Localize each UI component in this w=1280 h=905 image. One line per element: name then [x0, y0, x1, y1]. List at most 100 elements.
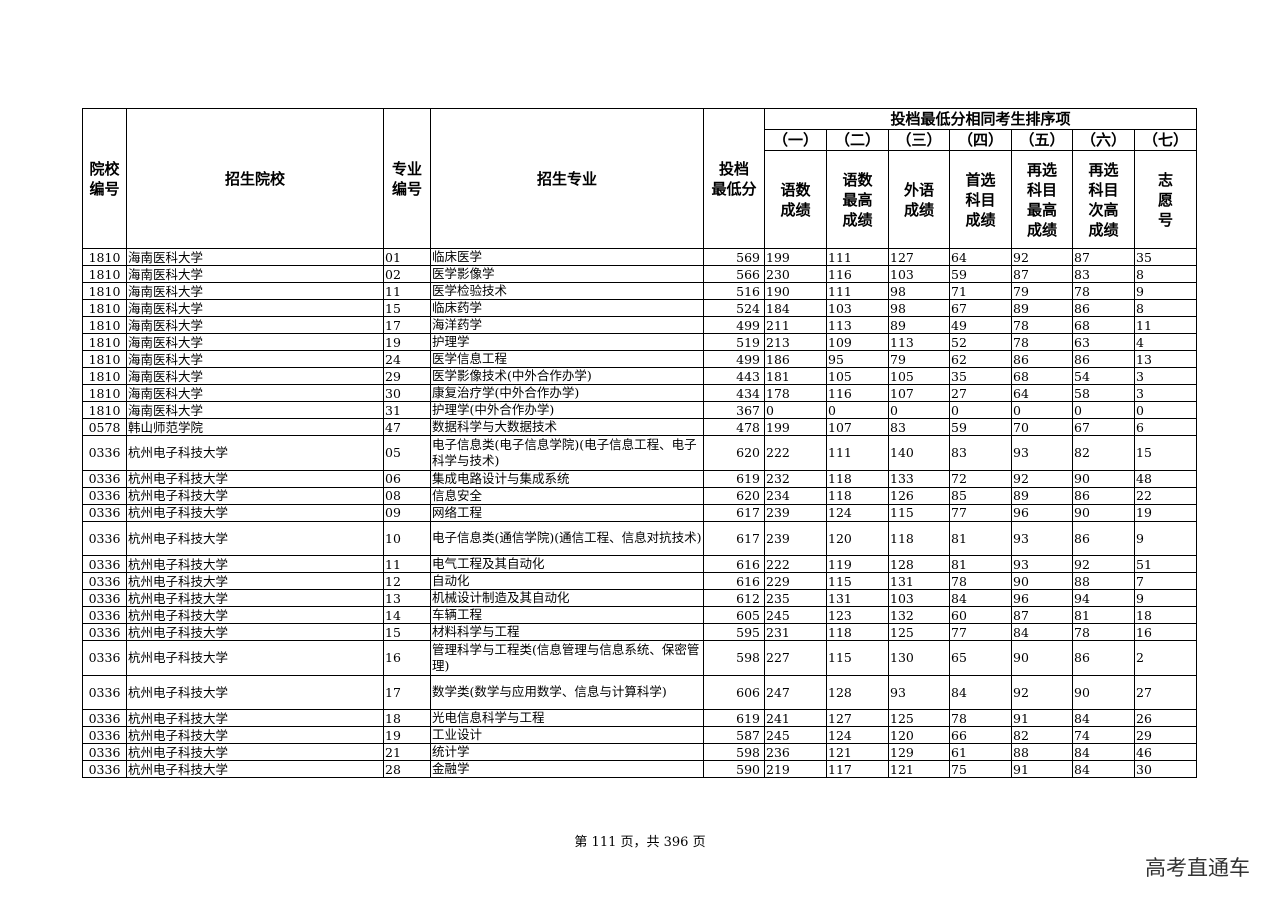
cell-foreign-language-score: 129	[888, 743, 950, 761]
cell-school-name: 海南医科大学	[126, 384, 384, 402]
cell-major-code: 29	[383, 367, 431, 385]
cell-chinese-math-score: 231	[764, 623, 827, 641]
cell-chinese-math-score: 245	[764, 726, 827, 744]
cell-school-name: 海南医科大学	[126, 282, 384, 300]
cell-preference-number: 26	[1133, 709, 1198, 727]
cell-foreign-language-score: 103	[888, 265, 950, 283]
admission-score-table: 院校 编号 招生院校 专业 编号 招生专业 投档 最低分 投档最低分相同考生排序…	[82, 108, 1198, 778]
cell-chinese-math-max-score: 111	[826, 282, 889, 300]
cell-school-code: 1810	[82, 367, 127, 385]
cell-school-name: 杭州电子科技大学	[126, 469, 384, 488]
cell-foreign-language-score: 125	[888, 623, 950, 641]
table-row: 1810 海南医科大学 11 医学检验技术 516 190 111 98 71 79 78 9	[82, 282, 1198, 300]
cell-chinese-math-max-score: 117	[826, 760, 889, 778]
table-row: 1810 海南医科大学 29 医学影像技术(中外合作办学) 443 181 105 105 35…	[82, 367, 1198, 385]
cell-min-score: 569	[703, 248, 765, 266]
table-row: 0336 杭州电子科技大学 28 金融学 590 219 117 121 75 91 84 30	[82, 760, 1198, 778]
cell-min-score: 620	[703, 486, 765, 505]
cell-chinese-math-max-score: 111	[826, 435, 889, 471]
cell-school-code: 1810	[82, 316, 127, 334]
cell-foreign-language-score: 127	[888, 248, 950, 266]
cell-school-name: 杭州电子科技大学	[126, 743, 384, 761]
cell-major-code: 15	[383, 623, 431, 641]
cell-school-name: 杭州电子科技大学	[126, 555, 384, 573]
cell-major-code: 11	[383, 282, 431, 300]
cell-foreign-language-score: 131	[888, 572, 950, 590]
cell-chinese-math-score: 239	[764, 520, 827, 556]
cell-major-name: 临床药学	[430, 299, 704, 317]
cell-elective-max-score: 82	[1011, 726, 1073, 744]
cell-elective-max-score: 64	[1011, 384, 1073, 402]
cell-school-code: 1810	[82, 282, 127, 300]
cell-chinese-math-max-score: 119	[826, 555, 889, 573]
cell-school-name: 海南医科大学	[126, 350, 384, 368]
cell-first-subject-score: 65	[949, 640, 1012, 676]
cell-first-subject-score: 35	[949, 367, 1012, 385]
cell-major-name: 海洋药学	[430, 316, 704, 334]
header-tiebreak-order: （七）	[1133, 129, 1198, 151]
cell-school-name: 杭州电子科技大学	[126, 503, 384, 522]
cell-min-score: 516	[703, 282, 765, 300]
cell-chinese-math-score: 245	[764, 606, 827, 624]
cell-foreign-language-score: 113	[888, 333, 950, 351]
cell-major-name: 光电信息科学与工程	[430, 709, 704, 727]
cell-major-code: 17	[383, 316, 431, 334]
header-school-code: 院校 编号	[82, 108, 127, 249]
cell-chinese-math-score: 229	[764, 572, 827, 590]
cell-preference-number: 2	[1133, 640, 1198, 676]
cell-school-code: 0336	[82, 589, 127, 607]
cell-first-subject-score: 72	[949, 469, 1012, 488]
cell-elective-max-score: 0	[1011, 401, 1073, 419]
cell-chinese-math-max-score: 115	[826, 640, 889, 676]
cell-elective-second-score: 84	[1072, 743, 1135, 761]
cell-school-name: 杭州电子科技大学	[126, 520, 384, 556]
cell-major-code: 12	[383, 572, 431, 590]
cell-major-name: 医学影像学	[430, 265, 704, 283]
cell-chinese-math-max-score: 111	[826, 248, 889, 266]
cell-elective-max-score: 89	[1011, 486, 1073, 505]
table-row: 0336 杭州电子科技大学 15 材料科学与工程 595 231 118 125 77 84 78 1…	[82, 623, 1198, 641]
cell-chinese-math-score: 199	[764, 248, 827, 266]
cell-school-code: 1810	[82, 299, 127, 317]
cell-first-subject-score: 60	[949, 606, 1012, 624]
cell-chinese-math-score: 239	[764, 503, 827, 522]
cell-elective-max-score: 84	[1011, 623, 1073, 641]
header-tiebreak-title: 投档最低分相同考生排序项	[763, 108, 1198, 130]
table-row: 0336 杭州电子科技大学 21 统计学 598 236 121 129 61 88 84 46	[82, 743, 1198, 761]
cell-major-code: 10	[383, 520, 431, 556]
cell-school-code: 0336	[82, 520, 127, 556]
header-tiebreak-order: （四）	[949, 129, 1012, 151]
cell-elective-second-score: 90	[1072, 469, 1135, 488]
cell-foreign-language-score: 121	[888, 760, 950, 778]
cell-major-code: 47	[383, 418, 431, 436]
cell-major-name: 信息安全	[430, 486, 704, 505]
page-number: 第 111 页，共 396 页	[574, 835, 706, 850]
cell-min-score: 598	[703, 640, 765, 676]
cell-elective-max-score: 93	[1011, 520, 1073, 556]
cell-elective-second-score: 84	[1072, 709, 1135, 727]
header-min-score: 投档 最低分	[703, 108, 765, 249]
cell-major-name: 护理学	[430, 333, 704, 351]
cell-school-code: 0336	[82, 503, 127, 522]
cell-school-code: 0336	[82, 640, 127, 676]
cell-elective-second-score: 74	[1072, 726, 1135, 744]
cell-first-subject-score: 85	[949, 486, 1012, 505]
cell-chinese-math-max-score: 123	[826, 606, 889, 624]
cell-foreign-language-score: 98	[888, 282, 950, 300]
cell-min-score: 616	[703, 572, 765, 590]
cell-foreign-language-score: 105	[888, 367, 950, 385]
cell-chinese-math-score: 234	[764, 486, 827, 505]
cell-elective-max-score: 92	[1011, 469, 1073, 488]
cell-elective-second-score: 94	[1072, 589, 1135, 607]
cell-preference-number: 6	[1133, 418, 1198, 436]
cell-major-name: 工业设计	[430, 726, 704, 744]
cell-foreign-language-score: 140	[888, 435, 950, 471]
header-tiebreak-item: 志 愿 号	[1133, 150, 1198, 249]
cell-major-name: 电子信息类(通信学院)(通信工程、信息对抗技术)	[430, 520, 704, 556]
cell-school-code: 1810	[82, 248, 127, 266]
cell-school-code: 0336	[82, 606, 127, 624]
cell-school-name: 杭州电子科技大学	[126, 606, 384, 624]
cell-chinese-math-score: 211	[764, 316, 827, 334]
cell-major-code: 30	[383, 384, 431, 402]
cell-elective-second-score: 63	[1072, 333, 1135, 351]
